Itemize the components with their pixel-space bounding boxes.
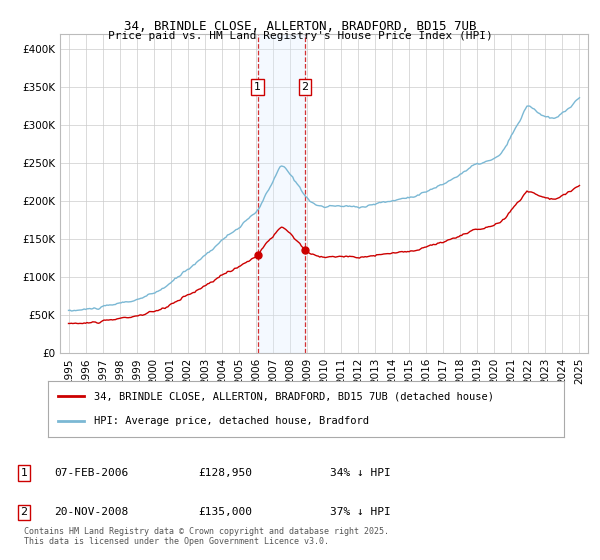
Text: 34% ↓ HPI: 34% ↓ HPI [330,468,391,478]
Text: Price paid vs. HM Land Registry's House Price Index (HPI): Price paid vs. HM Land Registry's House … [107,31,493,41]
Text: 1: 1 [20,468,28,478]
Text: 34, BRINDLE CLOSE, ALLERTON, BRADFORD, BD15 7UB: 34, BRINDLE CLOSE, ALLERTON, BRADFORD, B… [124,20,476,32]
Text: 1: 1 [254,82,261,92]
Text: 34, BRINDLE CLOSE, ALLERTON, BRADFORD, BD15 7UB (detached house): 34, BRINDLE CLOSE, ALLERTON, BRADFORD, B… [94,391,494,402]
Text: 07-FEB-2006: 07-FEB-2006 [54,468,128,478]
Text: 20-NOV-2008: 20-NOV-2008 [54,507,128,517]
Text: £128,950: £128,950 [198,468,252,478]
Text: £135,000: £135,000 [198,507,252,517]
Text: Contains HM Land Registry data © Crown copyright and database right 2025.
This d: Contains HM Land Registry data © Crown c… [24,526,389,546]
Bar [257,34,305,353]
Text: 37% ↓ HPI: 37% ↓ HPI [330,507,391,517]
Text: 2: 2 [302,82,308,92]
Text: 2: 2 [20,507,28,517]
Text: HPI: Average price, detached house, Bradford: HPI: Average price, detached house, Brad… [94,416,370,426]
